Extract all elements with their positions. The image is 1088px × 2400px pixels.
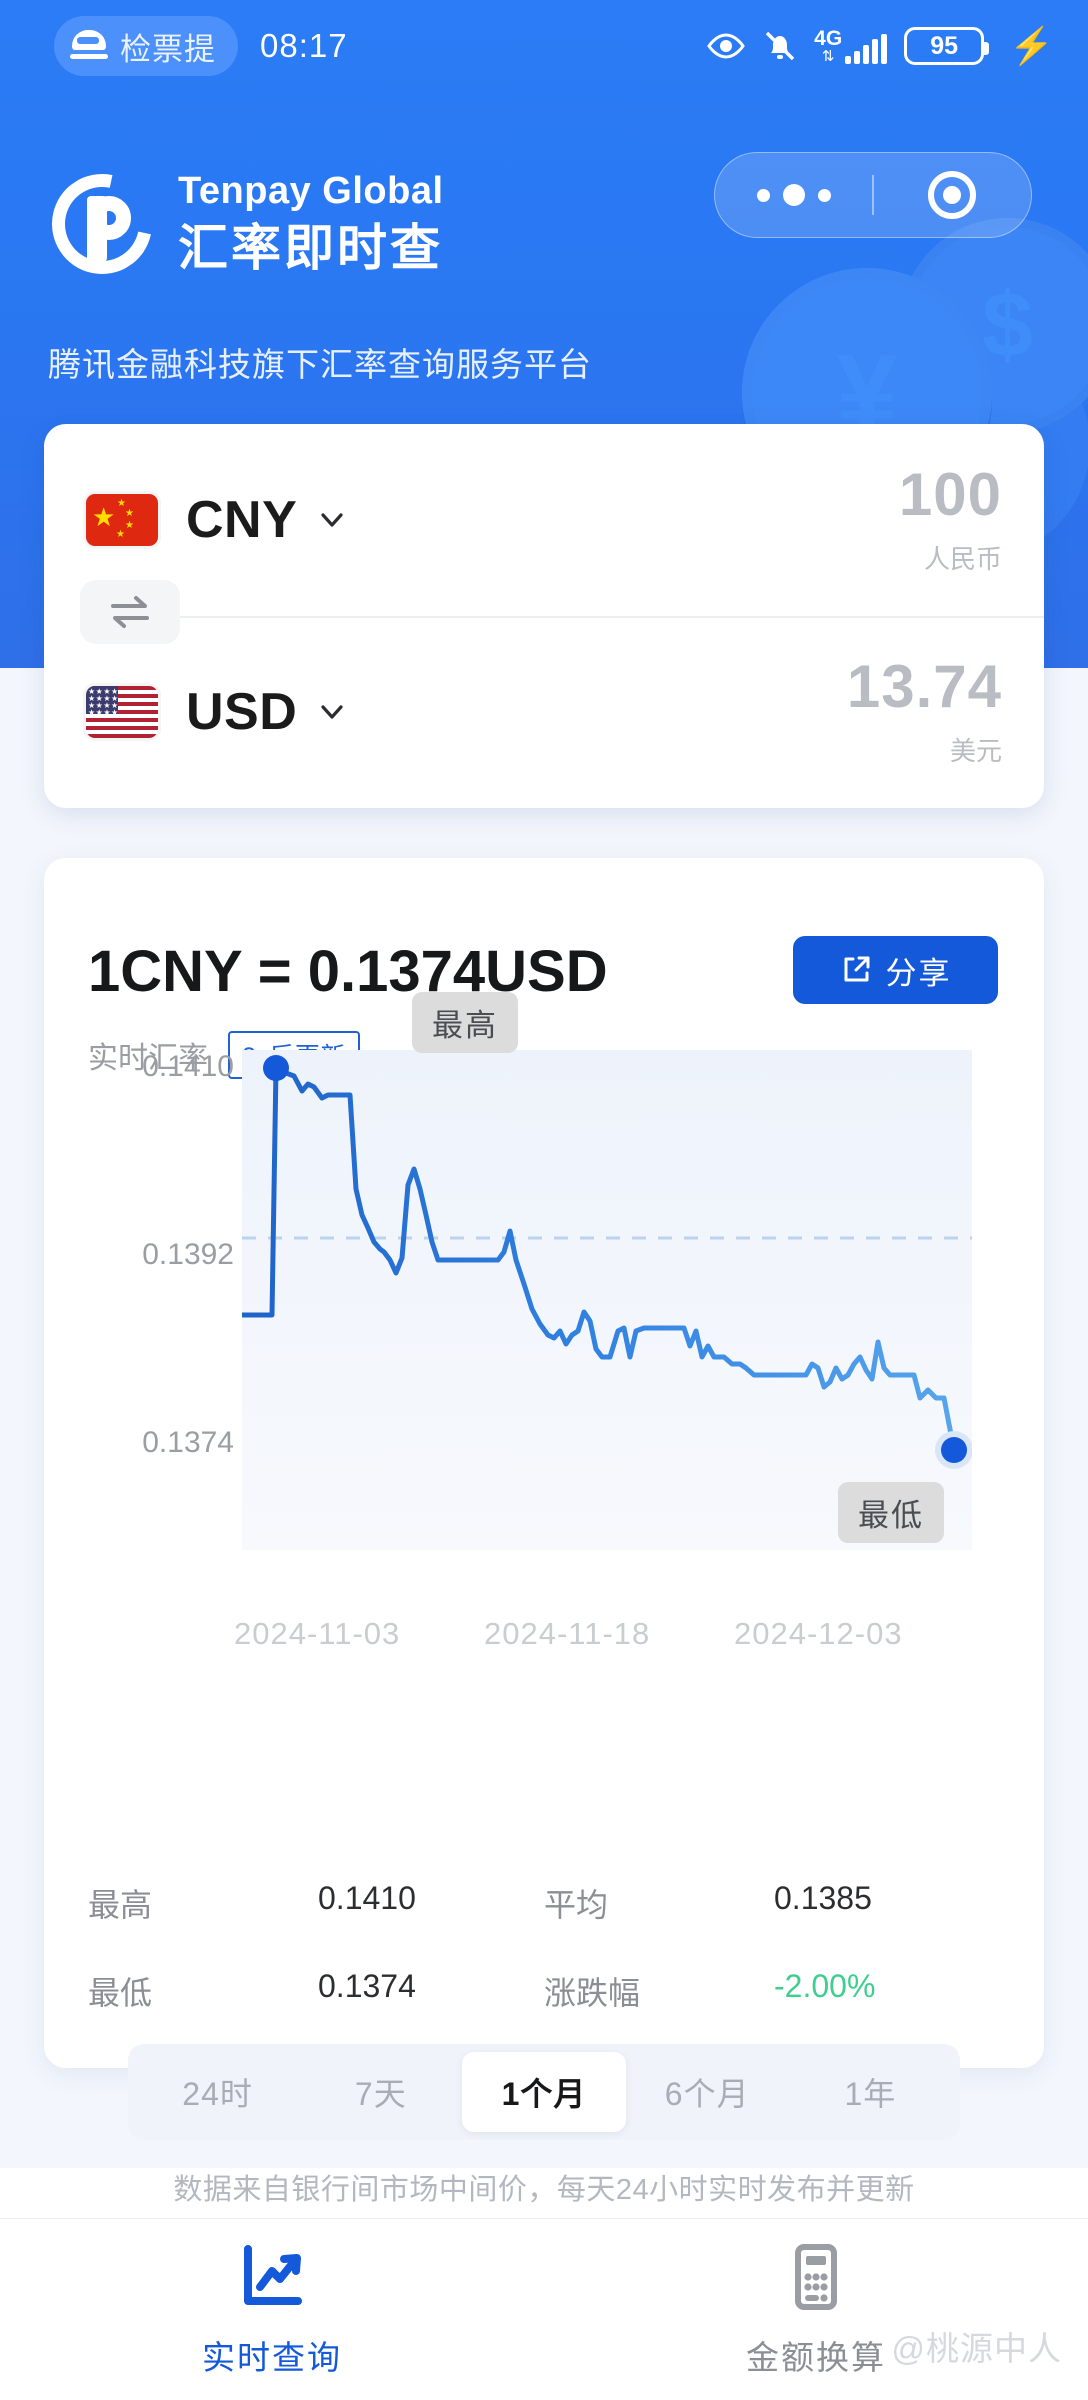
brand-name-cn: 汇率即时查 bbox=[178, 219, 443, 276]
tenpay-p-logo-icon bbox=[32, 154, 172, 294]
brand-name-en: Tenpay Global bbox=[178, 170, 444, 212]
exchange-rate-chart: 0.1410 0.1392 0.1374 bbox=[44, 992, 1044, 1660]
from-currency-code[interactable]: CNY bbox=[186, 491, 298, 549]
converter-divider bbox=[86, 616, 1044, 618]
battery-indicator: 95 bbox=[904, 27, 990, 65]
chart-low-marker bbox=[941, 1437, 967, 1463]
battery-level-label: 95 bbox=[930, 31, 959, 60]
eye-icon bbox=[707, 33, 745, 59]
watermark: @桃源中人 bbox=[891, 2330, 1062, 2367]
x-tick-1: 2024-11-18 bbox=[484, 1616, 651, 1651]
flag-usa-icon: ★★★★★★★★★★★★★★★★★★★★★★★★ bbox=[86, 686, 158, 738]
stats-row: 最低 0.1374 涨跌幅 -2.00% bbox=[88, 1968, 1000, 2014]
network-type-label: 4G bbox=[814, 27, 843, 50]
chart-low-tooltip: 最低 bbox=[838, 1482, 944, 1543]
period-tab-1m[interactable]: 1个月 bbox=[462, 2052, 626, 2132]
calculator-icon bbox=[795, 2243, 837, 2310]
signal-bars-icon bbox=[845, 34, 888, 64]
rate-header: 1CNY = 0.1374USD 实时汇率 2s后更新 bbox=[88, 938, 608, 1079]
capsule-divider bbox=[872, 175, 874, 215]
target-circle-icon[interactable] bbox=[874, 171, 1031, 219]
dollar-sign-icon: $ bbox=[981, 274, 1034, 376]
tab-amount-convert[interactable]: 金额换算 bbox=[544, 2219, 1088, 2400]
rate-label: 实时汇率 bbox=[88, 1042, 208, 1075]
rate-chart-card: 1CNY = 0.1374USD 实时汇率 2s后更新 分享 0.1410 0.… bbox=[44, 858, 1044, 2140]
y-tick-2: 0.1374 bbox=[142, 1426, 234, 1459]
from-amount-input[interactable]: 100 bbox=[898, 460, 1002, 528]
stat-label-low: 最低 bbox=[88, 1975, 153, 2011]
network-indicator: 4G ⇅ bbox=[814, 27, 888, 64]
chart-svg bbox=[242, 1050, 972, 1550]
stat-label-avg: 平均 bbox=[544, 1887, 609, 1923]
bottom-tab-bar: 实时查询 金额换算 bbox=[0, 2218, 1088, 2400]
y-tick-0: 0.1410 bbox=[142, 1050, 234, 1083]
stat-value-low: 0.1374 bbox=[318, 1968, 416, 2004]
chevron-down-icon[interactable] bbox=[319, 507, 345, 533]
chart-x-axis: 2024-11-03 2024-11-18 2024-12-03 bbox=[234, 1616, 994, 1666]
converter-row-from[interactable]: ★ ★ ★ ★ ★ CNY 100 人民币 bbox=[44, 424, 1044, 616]
stat-value-avg: 0.1385 bbox=[774, 1880, 872, 1916]
stat-value-change: -2.00% bbox=[774, 1968, 876, 2004]
period-tab-24h[interactable]: 24时 bbox=[182, 2076, 253, 2112]
chart-high-tooltip: 最高 bbox=[412, 992, 518, 1053]
stats-row: 最高 0.1410 平均 0.1385 bbox=[88, 1880, 1000, 1926]
chart-series-line bbox=[242, 1065, 957, 1453]
lightning-bolt-icon: ⚡ bbox=[1009, 25, 1054, 66]
x-tick-0: 2024-11-03 bbox=[234, 1616, 401, 1651]
y-tick-1: 0.1392 bbox=[142, 1238, 234, 1271]
tab-realtime-query[interactable]: 实时查询 bbox=[0, 2219, 544, 2400]
header-hero: $ ¥ 检票提 08:17 4G ⇅ bbox=[0, 0, 1088, 668]
miniprogram-capsule[interactable] bbox=[714, 152, 1032, 238]
brand-block: Tenpay Global 汇率即时查 bbox=[32, 154, 444, 294]
status-notification-pill[interactable]: 检票提 bbox=[54, 16, 238, 76]
stat-label-change: 涨跌幅 bbox=[544, 1975, 641, 2011]
status-pill-label: 检票提 bbox=[120, 31, 216, 67]
brand-subtitle: 腾讯金融科技旗下汇率查询服务平台 bbox=[48, 346, 592, 383]
to-currency-name: 美元 bbox=[949, 735, 1002, 766]
chart-statistics: 最高 0.1410 平均 0.1385 最低 0.1374 涨跌幅 -2.00% bbox=[88, 1880, 1000, 2056]
swap-arrows-icon bbox=[111, 596, 149, 628]
currency-converter-card: ★★★★★ CNY 100 人民币 ★★★★★★★★★★★★★★★★★★★★★★… bbox=[44, 424, 1044, 808]
chart-line-icon bbox=[244, 2244, 302, 2305]
status-bar: 检票提 08:17 4G ⇅ 9 bbox=[0, 0, 1088, 92]
to-currency-code[interactable]: USD bbox=[186, 683, 298, 741]
chart-plot-area: 最高 最低 bbox=[242, 992, 972, 1610]
period-segmented-control[interactable]: 24时 7天 1个月 6个月 1年 bbox=[128, 2044, 960, 2140]
to-amount-value[interactable]: 13.74 bbox=[846, 652, 1002, 720]
period-tab-7d[interactable]: 7天 bbox=[354, 2076, 407, 2112]
more-dots-icon[interactable] bbox=[715, 184, 872, 206]
tab-realtime-query-label: 实时查询 bbox=[202, 2338, 342, 2376]
chart-y-axis: 0.1410 0.1392 0.1374 bbox=[64, 1050, 234, 1610]
stat-label-high: 最高 bbox=[88, 1887, 153, 1923]
status-icons: 4G ⇅ 95 ⚡ bbox=[706, 25, 1054, 67]
chevron-down-icon[interactable] bbox=[319, 699, 345, 725]
rate-headline: 1CNY = 0.1374USD bbox=[88, 939, 608, 1004]
chart-high-marker bbox=[263, 1055, 289, 1081]
flag-china-icon: ★ ★ ★ ★ ★ bbox=[86, 494, 158, 546]
stat-value-high: 0.1410 bbox=[318, 1880, 416, 1916]
train-icon bbox=[70, 30, 108, 62]
converter-row-to[interactable]: ★★★★★★★★★★★★★★★★★★★★★★★★ USD 13.74 美元 bbox=[44, 616, 1044, 808]
from-currency-name: 人民币 bbox=[923, 543, 1002, 574]
swap-currencies-button[interactable] bbox=[80, 580, 180, 644]
period-tab-6m[interactable]: 6个月 bbox=[664, 2076, 750, 2112]
bell-muted-icon bbox=[765, 31, 795, 61]
share-external-icon bbox=[844, 956, 869, 982]
share-button-label: 分享 bbox=[885, 955, 952, 991]
status-clock: 08:17 bbox=[260, 27, 348, 64]
share-button[interactable]: 分享 bbox=[793, 936, 998, 1004]
x-tick-2: 2024-12-03 bbox=[734, 1616, 903, 1651]
period-tab-1y[interactable]: 1年 bbox=[844, 2076, 897, 2112]
tab-amount-convert-label: 金额换算 bbox=[746, 2338, 886, 2376]
data-source-note: 数据来自银行间市场中间价，每天24小时实时发布并更新 bbox=[173, 2174, 915, 2206]
